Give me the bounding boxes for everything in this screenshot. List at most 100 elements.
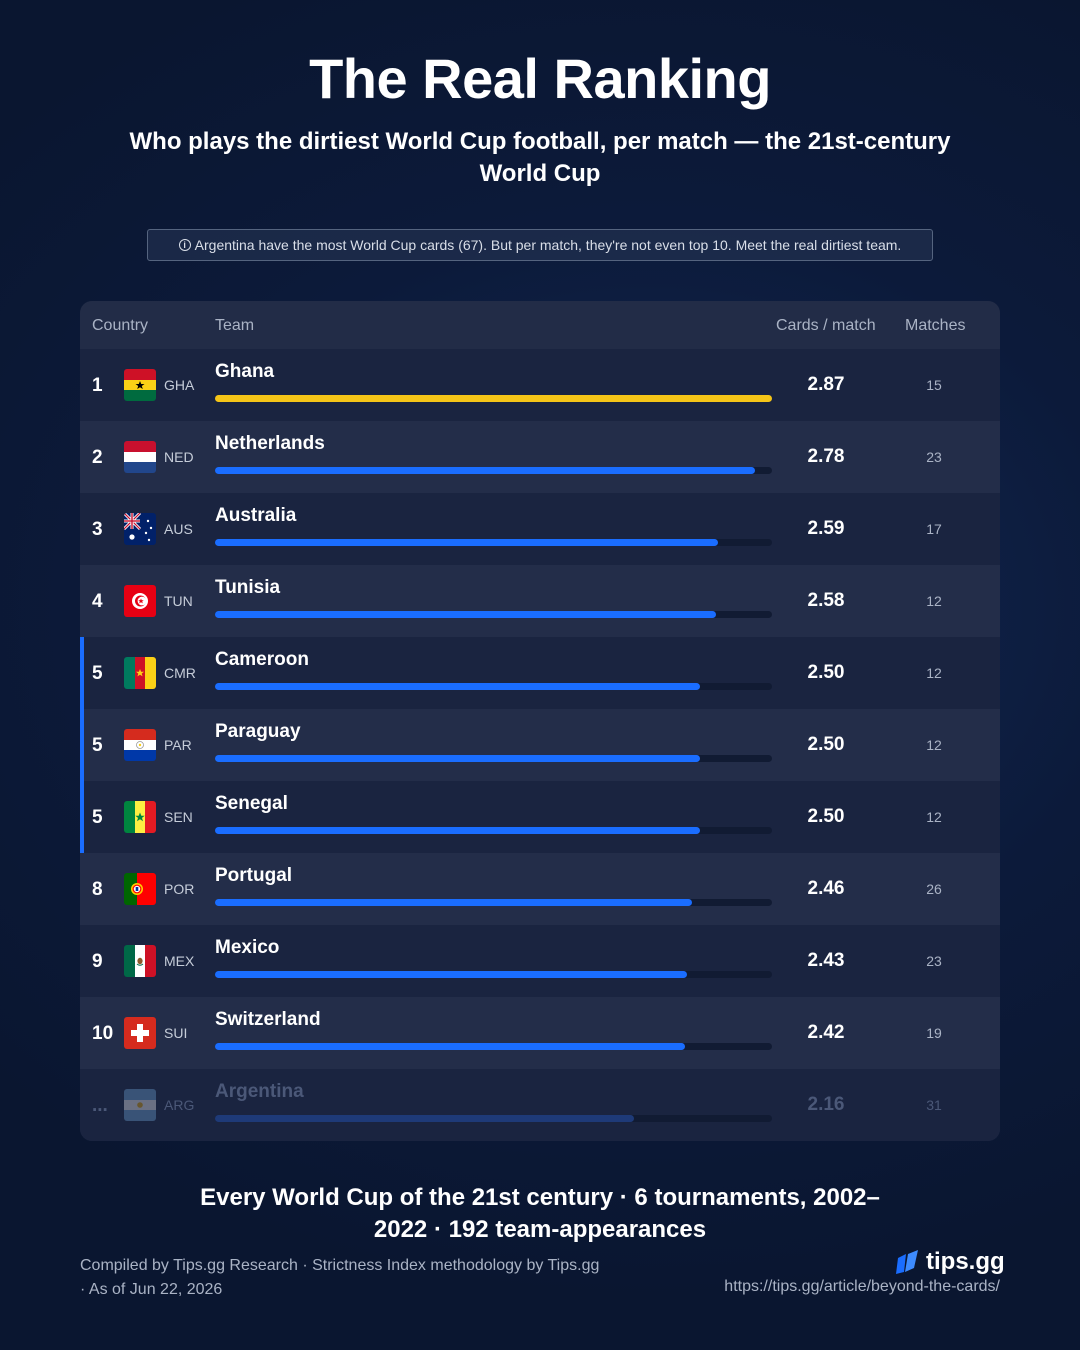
rank-number: 4	[92, 591, 103, 612]
footer-credit: Compiled by Tips.gg Research · Strictnes…	[80, 1257, 600, 1298]
bar-track	[215, 395, 772, 402]
info-icon: i	[178, 239, 191, 251]
bar-track	[215, 611, 772, 618]
page-title: The Real Ranking	[309, 47, 771, 110]
country-code: NED	[164, 449, 194, 465]
country-code: POR	[164, 881, 195, 897]
cards-per-match-value: 2.16	[807, 1094, 845, 1115]
matches-value: 12	[926, 809, 942, 825]
header-matches: Matches	[905, 317, 966, 334]
cards-per-match-value: 2.50	[807, 734, 845, 755]
team-name: Ghana	[215, 361, 275, 382]
bar-track	[215, 683, 772, 690]
table-row: 5 CMR Cameroon 2.50 12	[80, 637, 1000, 709]
rank-number: 8	[92, 879, 103, 900]
bar-track	[215, 467, 772, 474]
info-note-text: Argentina have the most World Cup cards …	[194, 237, 902, 253]
bar-track	[215, 827, 772, 834]
table-row: 5 PAR Paraguay 2.50 12	[80, 709, 1000, 781]
table-row: ... ARG Argentina 2.16 31	[80, 1069, 1000, 1141]
rank-number: 10	[92, 1023, 114, 1044]
table-row: 2 NED Netherlands 2.78 23	[80, 421, 1000, 493]
matches-value: 17	[926, 521, 942, 537]
rank-number: ...	[92, 1095, 108, 1116]
switzerland-flag-icon	[124, 1017, 156, 1049]
footer-summary: Every World Cup of the 21st century · 6 …	[200, 1184, 880, 1243]
cards-per-match-value: 2.46	[807, 878, 845, 899]
rank-number: 5	[92, 735, 103, 756]
table-row: 4 TUN Tunisia 2.58 12	[80, 565, 1000, 637]
ranking-table: Country Team Cards / match Matches 1 GHA G…	[80, 301, 1000, 1141]
bar-fill	[215, 827, 700, 834]
bar-track	[215, 971, 772, 978]
bar-fill	[215, 971, 687, 978]
bar-track	[215, 539, 772, 546]
country-code: AUS	[164, 521, 193, 537]
table-row: 10 SUI Switzerland 2.42 19	[80, 997, 1000, 1069]
header-cards-per-match: Cards / match	[776, 317, 876, 334]
header-team: Team	[215, 317, 255, 334]
team-name: Paraguay	[215, 721, 301, 742]
matches-value: 12	[926, 737, 942, 753]
rank-number: 2	[92, 447, 103, 468]
bar-track	[215, 1115, 772, 1122]
team-name: Senegal	[215, 793, 288, 814]
bar-track	[215, 755, 772, 762]
bar-fill	[215, 539, 718, 546]
brand-name: tips.gg	[926, 1248, 1005, 1275]
rank-number: 5	[92, 663, 103, 684]
matches-value: 15	[926, 377, 942, 393]
info-note: i Argentina have the most World Cup card…	[147, 229, 933, 261]
netherlands-flag-icon	[124, 441, 156, 473]
team-name: Portugal	[215, 865, 293, 886]
country-code: ARG	[164, 1097, 195, 1113]
matches-value: 31	[926, 1097, 942, 1113]
rank-number: 9	[92, 951, 103, 972]
article-link[interactable]: https://tips.gg/article/beyond-the-cards…	[724, 1278, 1000, 1295]
rank-number: 3	[92, 519, 103, 540]
matches-value: 23	[926, 953, 942, 969]
cards-per-match-value: 2.58	[807, 590, 845, 611]
header-country: Country	[92, 317, 149, 334]
team-name: Mexico	[215, 937, 280, 958]
matches-value: 23	[926, 449, 942, 465]
tunisia-flag-icon	[124, 585, 156, 617]
team-name: Switzerland	[215, 1009, 321, 1030]
cards-per-match-value: 2.43	[807, 950, 845, 971]
cards-per-match-value: 2.50	[807, 806, 845, 827]
ghana-flag-icon	[124, 369, 156, 401]
team-name: Netherlands	[215, 433, 325, 454]
country-code: GHA	[164, 377, 195, 393]
bar-track	[215, 1043, 772, 1050]
cards-per-match-value: 2.42	[807, 1022, 845, 1043]
table-header: Country Team Cards / match Matches	[80, 301, 1000, 349]
table-row: 8 POR Portugal 2.46 26	[80, 853, 1000, 925]
argentina-flag-icon	[124, 1089, 156, 1121]
bar-fill	[215, 1043, 685, 1050]
cards-per-match-value: 2.78	[807, 446, 845, 467]
bar-fill	[215, 611, 716, 618]
country-code: SUI	[164, 1025, 188, 1041]
bar-fill	[215, 395, 772, 402]
bar-fill	[215, 1115, 634, 1122]
team-name: Cameroon	[215, 649, 309, 670]
country-code: PAR	[164, 737, 192, 753]
team-name: Australia	[215, 505, 297, 526]
cards-per-match-value: 2.50	[807, 662, 845, 683]
rank-number: 5	[92, 807, 103, 828]
table-row: 5 SEN Senegal 2.50 12	[80, 781, 1000, 853]
paraguay-flag-icon	[124, 729, 156, 761]
country-code: MEX	[164, 953, 195, 969]
australia-flag-icon	[124, 513, 156, 545]
brand-logo: tips.gg	[894, 1248, 1005, 1276]
table-row: 9 MEX Mexico 2.43 23	[80, 925, 1000, 997]
table-row: 3 AUS Australia 2.59 17	[80, 493, 1000, 565]
matches-value: 12	[926, 665, 942, 681]
bar-fill	[215, 467, 755, 474]
senegal-flag-icon	[124, 801, 156, 833]
country-code: SEN	[164, 809, 193, 825]
cameroon-flag-icon	[124, 657, 156, 689]
matches-value: 19	[926, 1025, 942, 1041]
country-code: CMR	[164, 665, 196, 681]
rank-number: 1	[92, 375, 103, 396]
